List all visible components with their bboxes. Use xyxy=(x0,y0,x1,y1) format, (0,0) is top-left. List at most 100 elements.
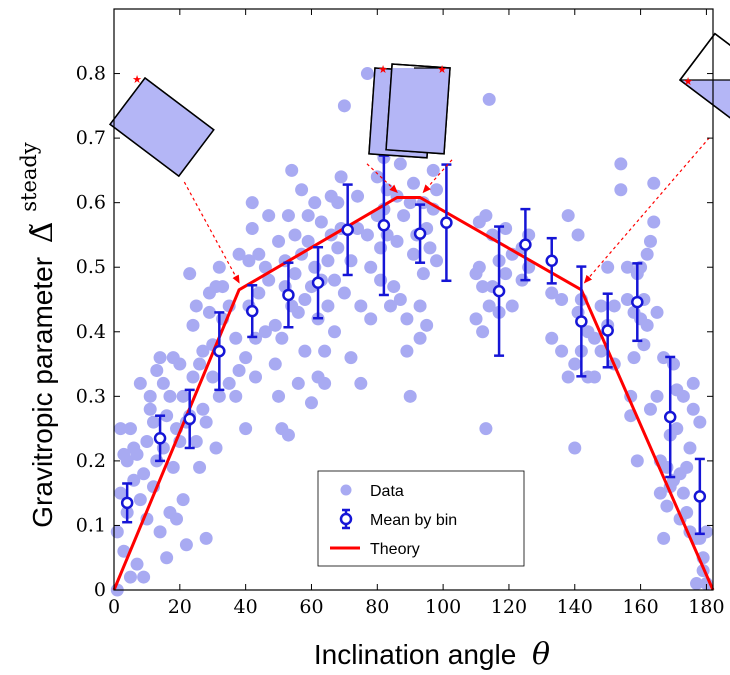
data-point xyxy=(193,460,207,474)
data-point xyxy=(620,293,634,306)
data-point xyxy=(640,318,654,332)
axis-ticks: 0 20 40 60 80 100 120 140 160 180 0 0.1 0.2 0.3 0.4 0.5… xyxy=(76,9,725,618)
data-point xyxy=(298,293,312,306)
inset-arrow xyxy=(366,163,398,194)
container-outline-top xyxy=(385,63,451,155)
data-point xyxy=(686,402,700,416)
data-point xyxy=(163,389,177,403)
data-point xyxy=(693,415,707,429)
data-point xyxy=(690,577,704,591)
data-point xyxy=(627,351,641,365)
data-point xyxy=(245,221,259,235)
data-point xyxy=(568,441,582,455)
data-point xyxy=(130,557,144,571)
data-point xyxy=(114,422,128,436)
data-point xyxy=(397,209,411,223)
data-point xyxy=(571,228,585,242)
data-point xyxy=(614,157,628,171)
data-point xyxy=(281,209,295,223)
legend-theory-label: Theory xyxy=(370,541,420,558)
data-point xyxy=(387,280,401,294)
mean-by-bin-series xyxy=(120,154,707,536)
y-tick-label: 0.2 xyxy=(76,450,106,472)
data-point xyxy=(545,331,559,345)
data-point xyxy=(657,531,671,545)
data-point xyxy=(351,221,365,235)
y-tick-label: 0.6 xyxy=(76,192,106,214)
data-point xyxy=(423,241,437,255)
inset-container-diagram: ★ xyxy=(385,63,453,194)
data-point xyxy=(680,506,694,520)
data-point xyxy=(482,299,496,313)
data-point xyxy=(314,215,328,229)
data-point xyxy=(272,389,286,403)
mean-point xyxy=(413,227,427,240)
data-point xyxy=(360,228,374,242)
data-point xyxy=(222,376,236,390)
data-point xyxy=(331,241,345,255)
x-tick-label: 60 xyxy=(299,596,323,618)
data-point xyxy=(160,409,174,423)
data-point xyxy=(328,325,342,339)
data-point xyxy=(390,234,404,248)
data-point xyxy=(285,163,299,177)
data-point xyxy=(275,331,289,345)
data-point xyxy=(344,351,358,365)
data-point xyxy=(189,435,203,449)
container-outline-top xyxy=(678,32,730,119)
mean-point xyxy=(120,496,134,510)
data-point xyxy=(344,254,358,268)
data-point xyxy=(650,389,664,403)
inset-container-diagram: ★ xyxy=(109,73,240,284)
data-point xyxy=(291,305,305,319)
data-point xyxy=(676,486,690,500)
data-point xyxy=(407,176,420,190)
data-point xyxy=(153,525,167,539)
data-point xyxy=(130,447,144,461)
x-tick-label: 140 xyxy=(557,596,593,618)
data-point xyxy=(153,351,167,365)
data-point xyxy=(262,209,276,223)
data-point xyxy=(676,389,690,403)
inset-arrow xyxy=(422,159,453,194)
data-point xyxy=(143,402,157,416)
data-point xyxy=(413,331,427,345)
data-point xyxy=(206,370,220,384)
data-point xyxy=(193,357,207,371)
data-point xyxy=(640,247,654,261)
data-point xyxy=(643,234,657,248)
data-point xyxy=(137,467,151,481)
data-point xyxy=(176,493,190,507)
data-point xyxy=(160,551,174,565)
data-point xyxy=(328,273,342,287)
data-point xyxy=(647,176,661,190)
inset-arrow xyxy=(183,181,240,284)
y-tick-label: 0 xyxy=(94,579,106,601)
legend: Data Mean by bin Theory xyxy=(317,470,525,567)
data-point xyxy=(166,460,180,474)
data-point xyxy=(647,215,661,229)
legend-data-marker xyxy=(340,484,352,496)
x-axis-symbol: θ xyxy=(532,637,550,672)
data-point xyxy=(479,209,493,223)
x-tick-label: 120 xyxy=(491,596,527,618)
data-point xyxy=(383,299,397,313)
data-point xyxy=(268,318,282,332)
data-point xyxy=(239,422,253,436)
container-outline-top xyxy=(109,76,215,178)
data-point xyxy=(354,299,368,313)
data-point xyxy=(653,486,667,500)
data-point xyxy=(400,344,414,358)
data-point xyxy=(123,570,137,584)
data-point xyxy=(505,299,519,313)
data-point xyxy=(403,389,417,403)
data-point xyxy=(209,441,223,455)
pivot-star-icon: ★ xyxy=(378,63,388,76)
data-point xyxy=(199,415,213,429)
mean-point xyxy=(492,284,506,298)
data-point xyxy=(499,267,513,281)
data-point xyxy=(555,293,569,306)
data-point xyxy=(123,422,137,436)
data-point xyxy=(120,454,134,468)
